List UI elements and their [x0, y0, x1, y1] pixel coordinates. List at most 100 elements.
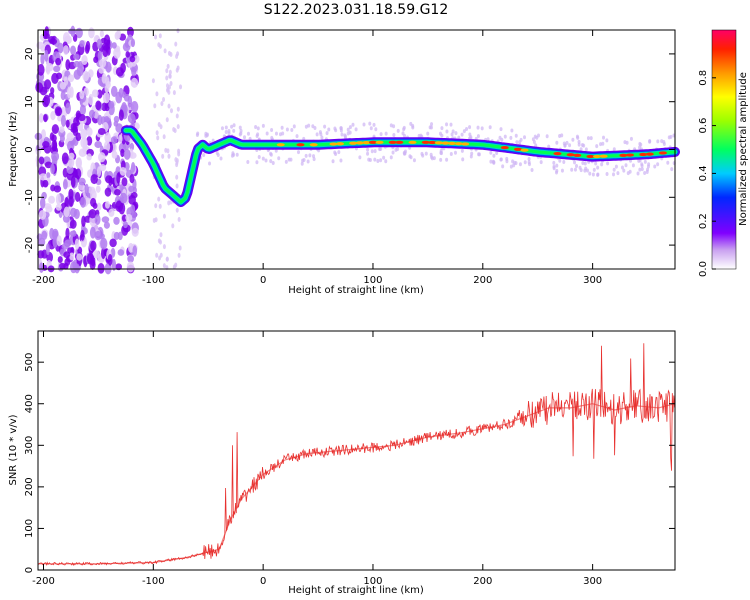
spectrogram-noise-cell: [67, 159, 75, 168]
spectrogram-halo-cell: [265, 131, 269, 136]
spectrogram-halo-cell: [558, 133, 562, 138]
spectrogram-halo-cell: [319, 132, 323, 137]
spectrogram-halo-cell: [366, 147, 370, 152]
spectrogram-noise-cell: [162, 213, 166, 219]
spectrogram-halo-cell: [370, 149, 374, 154]
spectrogram-noise-cell: [113, 231, 120, 240]
spectrogram-halo-cell: [575, 163, 579, 168]
spectrogram-noise-cell: [118, 87, 124, 98]
spectrogram-halo-cell: [636, 171, 640, 176]
spectrogram-halo-cell: [224, 125, 228, 130]
spectrogram-halo-cell: [295, 134, 299, 139]
spectrogram-halo-cell: [439, 157, 443, 162]
spectrogram-noise-cell: [111, 150, 118, 159]
spectrogram-halo-cell: [374, 127, 378, 132]
spectrogram-halo-cell: [515, 140, 519, 145]
spectrogram-halo-cell: [612, 172, 616, 177]
spectrogram-noise-cell: [99, 164, 107, 172]
spectrogram-halo-cell: [645, 170, 649, 175]
spectrogram-noise-cell: [90, 174, 98, 185]
spectrogram-noise-cell: [118, 142, 127, 154]
spectrogram-halo-cell: [492, 160, 496, 165]
spectrogram-noise-cell: [165, 117, 169, 123]
spectrogram-noise-cell: [57, 256, 63, 264]
spectrogram-noise-cell: [63, 206, 70, 218]
spectrogram-halo-cell: [539, 160, 543, 165]
spectrogram-noise-cell: [132, 245, 138, 257]
spectrogram-halo-cell: [489, 159, 493, 164]
spectrogram-noise-cell: [84, 183, 89, 196]
spectrogram-noise-cell: [110, 136, 118, 145]
spectrogram-halo-cell: [297, 150, 301, 155]
spectrogram-noise-cell: [155, 91, 159, 97]
snr-ticks: -200 -100 0 100 200 300 0 100 200 300 400 500: [24, 331, 675, 587]
spectrogram-noise-cell: [98, 152, 106, 163]
spectrogram-noise-cell: [110, 247, 116, 258]
spectrogram-y-label: Frequency (Hz): [8, 111, 19, 187]
spectrogram-halo-cell: [257, 154, 261, 159]
spectrogram-halo-cell: [588, 171, 592, 176]
snr-x-tick-label: 100: [363, 576, 382, 587]
spectrogram-y-tick-label: 20: [24, 48, 35, 61]
spectrogram-halo-cell: [586, 136, 590, 141]
spectrogram-halo-cell: [300, 161, 304, 166]
spectrogram-halo-cell: [629, 136, 633, 141]
spectrogram-halo-cell: [596, 172, 600, 177]
spectrogram-halo-cell: [346, 127, 350, 132]
spectrogram-noise-cell: [68, 196, 74, 207]
spectrogram-noise-cell: [123, 148, 131, 160]
spectrogram-noise-cell: [75, 191, 81, 202]
spectrogram-core-cell: [408, 140, 417, 144]
spectrogram-noise-cell: [176, 106, 180, 112]
spectrogram-core-cell: [658, 151, 667, 155]
spectrogram-core-cell: [434, 141, 443, 145]
snr-y-tick-label: 100: [24, 519, 35, 538]
spectrogram-noise-cell: [38, 156, 45, 165]
spectrogram-core-cell: [573, 153, 582, 157]
spectrogram-halo-cell: [196, 131, 200, 136]
spectrogram-halo-cell: [666, 160, 670, 165]
spectrogram-halo-cell: [660, 139, 664, 144]
spectrogram-halo-cell: [274, 131, 278, 136]
snr-frame: [37, 330, 676, 571]
spectrogram-x-tick-label: 100: [363, 275, 382, 286]
spectrogram-halo-cell: [656, 139, 660, 144]
spectrogram-noise-cell: [35, 82, 44, 93]
spectrogram-halo-cell: [631, 163, 635, 168]
spectrogram-noise-cell: [86, 153, 92, 161]
spectrogram-noise-cell: [113, 216, 120, 225]
spectrogram-noise-cell: [63, 45, 69, 56]
colorbar-tick-label: 0.4: [698, 165, 709, 181]
spectrogram-halo-cell: [584, 147, 588, 152]
spectrogram-noise-cell: [175, 158, 179, 164]
spectrogram-noise-cell: [55, 72, 63, 80]
spectrogram-halo-cell: [269, 159, 273, 164]
spectrogram-halo-cell: [331, 159, 335, 164]
spectrogram-halo-cell: [595, 144, 599, 149]
spectrogram-halo-cell: [337, 150, 341, 155]
spectrogram-halo-cell: [577, 139, 581, 144]
spectrogram-core-cell: [355, 141, 364, 145]
spectrogram-core-cell: [421, 140, 430, 144]
spectrogram-halo-cell: [571, 137, 575, 142]
spectrogram-halo-cell: [592, 167, 596, 172]
spectrogram-halo-cell: [373, 149, 377, 154]
spectrogram-halo-cell: [560, 168, 564, 173]
spectrogram-halo-cell: [450, 132, 454, 137]
spectrogram-noise-cell: [96, 166, 102, 178]
snr-x-tick-label: -200: [32, 576, 55, 587]
spectrogram-noise-cell: [39, 197, 46, 209]
spectrogram-noise-cell: [162, 244, 166, 250]
spectrogram-core-cell: [500, 145, 509, 150]
spectrogram-halo-cell: [430, 122, 434, 127]
spectrogram-halo-cell: [460, 148, 464, 153]
spectrogram-noise-cell: [68, 152, 75, 160]
spectrogram-noise-cell: [75, 168, 82, 180]
spectrogram-y-tick-label: 10: [24, 95, 35, 108]
spectrogram-halo-cell: [315, 132, 319, 137]
spectrogram-noise-cell: [66, 86, 72, 99]
spectrogram-halo-cell: [384, 131, 388, 136]
spectrogram-halo-cell: [424, 151, 428, 156]
spectrogram-noise-cell: [178, 245, 182, 251]
